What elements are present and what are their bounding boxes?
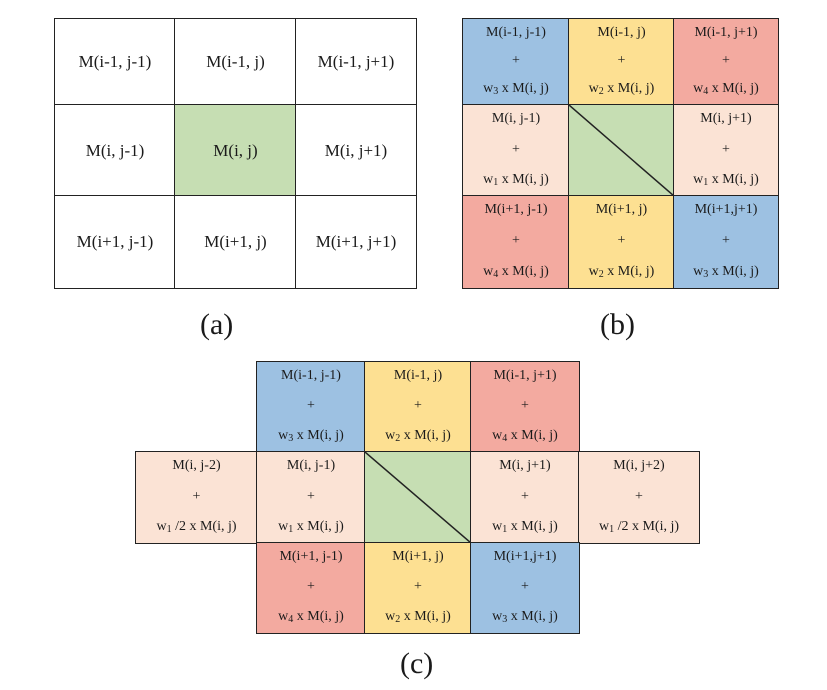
panel-c-cell-mid-right: M(i, j+1) + w1 x M(i, j) xyxy=(470,451,580,544)
panel-a-cell-top-left: M(i-1, j-1) xyxy=(54,18,176,106)
panel-a-cell-center: M(i, j) xyxy=(174,104,297,197)
panel-b-cell-mid-left: M(i, j-1) + w1 x M(i, j) xyxy=(462,104,570,197)
panel-a-cell-bottom-center: M(i+1, j) xyxy=(174,195,297,289)
panel-a-cell-bottom-left: M(i+1, j-1) xyxy=(54,195,176,289)
panel-c-cell-mid-far-right: M(i, j+2) + w1 /2 x M(i, j) xyxy=(578,451,700,544)
center-diagonal-line xyxy=(569,105,674,196)
panel-c-cell-top-center: M(i-1, j) + w2 x M(i, j) xyxy=(364,361,472,453)
panel-c-cell-bottom-right: M(i+1,j+1) + w3 x M(i, j) xyxy=(470,542,580,634)
panel-b-cell-mid-right: M(i, j+1) + w1 x M(i, j) xyxy=(673,104,779,197)
panel-b-cell-bottom-center: M(i+1, j) + w2 x M(i, j) xyxy=(568,195,675,289)
panel-c-cell-center xyxy=(364,451,472,544)
panel-c-caption: (c) xyxy=(400,647,434,680)
panel-a-caption: (a) xyxy=(200,308,234,341)
panel-b-cell-top-left: M(i-1, j-1) + w3 x M(i, j) xyxy=(462,18,570,106)
panel-a-cell-mid-left: M(i, j-1) xyxy=(54,104,176,197)
panel-b-cell-top-center: M(i-1, j) + w2 x M(i, j) xyxy=(568,18,675,106)
panel-a-cell-bottom-right: M(i+1, j+1) xyxy=(295,195,417,289)
panel-a-cell-top-center: M(i-1, j) xyxy=(174,18,297,106)
panel-b-caption: (b) xyxy=(600,308,635,341)
center-diagonal-line xyxy=(365,452,471,543)
panel-a-cell-mid-right: M(i, j+1) xyxy=(295,104,417,197)
panel-c-cell-top-left: M(i-1, j-1) + w3 x M(i, j) xyxy=(256,361,366,453)
panel-b-cell-top-right: M(i-1, j+1) + w4 x M(i, j) xyxy=(673,18,779,106)
panel-c-cell-mid-far-left: M(i, j-2) + w1 /2 x M(i, j) xyxy=(135,451,258,544)
panel-b-cell-bottom-right: M(i+1,j+1) + w3 x M(i, j) xyxy=(673,195,779,289)
panel-b-cell-bottom-left: M(i+1, j-1) + w4 x M(i, j) xyxy=(462,195,570,289)
panel-c-cell-top-right: M(i-1, j+1) + w4 x M(i, j) xyxy=(470,361,580,453)
panel-a-cell-top-right: M(i-1, j+1) xyxy=(295,18,417,106)
panel-c-cell-mid-left: M(i, j-1) + w1 x M(i, j) xyxy=(256,451,366,544)
panel-c-cell-bottom-left: M(i+1, j-1) + w4 x M(i, j) xyxy=(256,542,366,634)
panel-c-cell-bottom-center: M(i+1, j) + w2 x M(i, j) xyxy=(364,542,472,634)
panel-b-cell-center xyxy=(568,104,675,197)
